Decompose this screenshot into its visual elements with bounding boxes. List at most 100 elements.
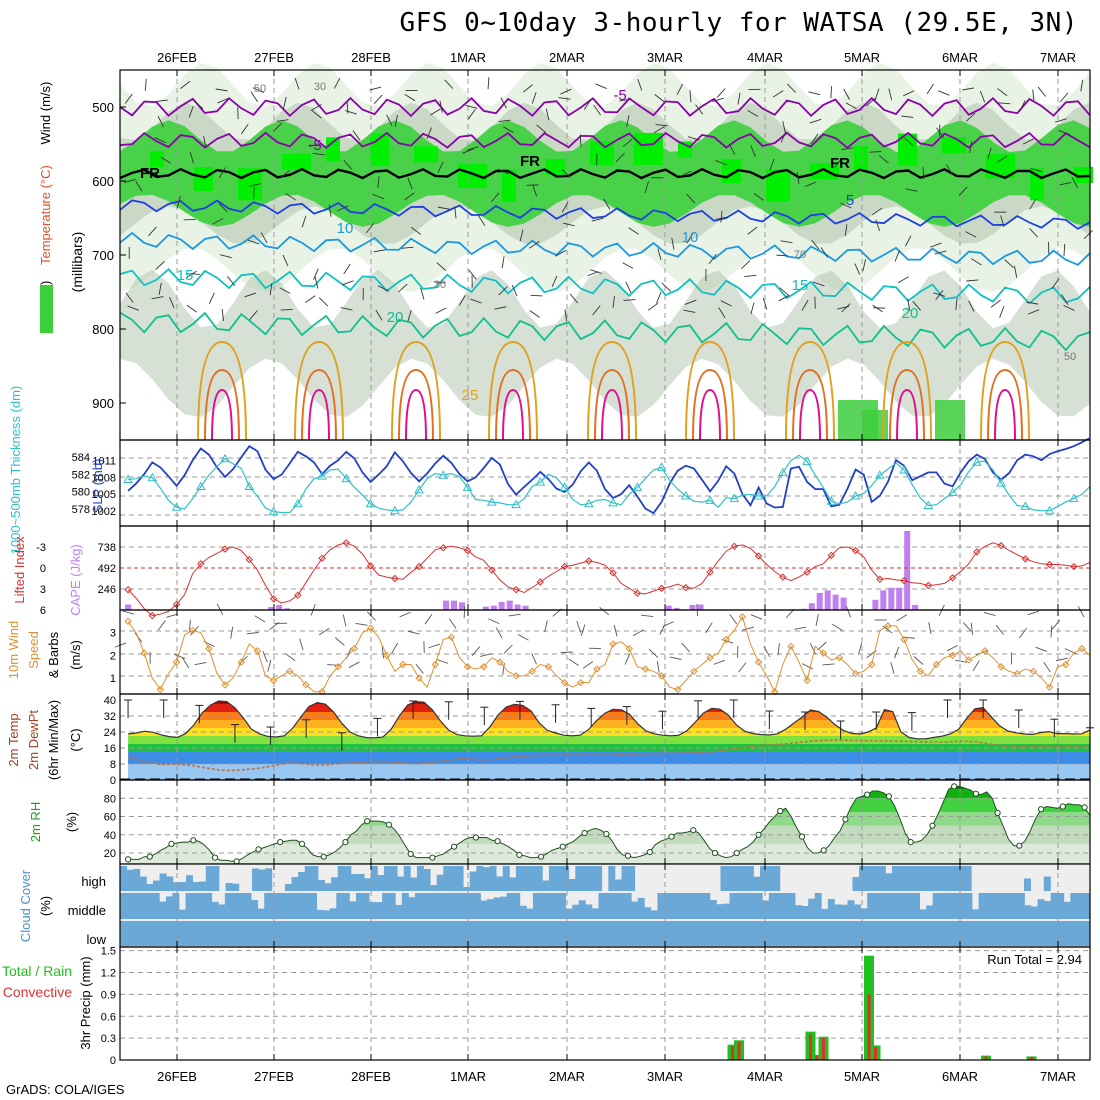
cloud-cell xyxy=(340,921,348,946)
wind-barb xyxy=(253,186,255,199)
wind-barb xyxy=(737,92,741,105)
wind-barb xyxy=(458,295,466,306)
wind-barb xyxy=(248,183,261,187)
cloud-cell xyxy=(120,921,127,946)
contour-label: FR xyxy=(140,165,160,182)
cloud-cell xyxy=(172,882,180,891)
wind-barb xyxy=(715,160,727,166)
wind-barb xyxy=(872,207,883,216)
warm-contour xyxy=(294,340,344,441)
wind-barb xyxy=(497,168,509,175)
wind-barb xyxy=(958,186,968,196)
wind-barb xyxy=(720,300,732,307)
wind-barb xyxy=(365,223,375,234)
wind-barb-10m xyxy=(166,613,178,618)
wind-barb xyxy=(1063,304,1075,311)
date-label-top: 7MAR xyxy=(1040,50,1076,65)
wind-barb xyxy=(888,88,893,101)
wind-barb xyxy=(187,273,200,275)
cloud-cell xyxy=(699,921,707,946)
wind-marker xyxy=(641,665,650,673)
wind-barb xyxy=(127,305,139,311)
cloud-cell xyxy=(208,921,215,946)
wind-barb xyxy=(151,296,164,300)
cloud-cell xyxy=(310,893,318,919)
rh-patch xyxy=(898,133,917,166)
wind-marker xyxy=(577,678,585,687)
cloud-cell xyxy=(152,880,160,891)
wind-barb-10m xyxy=(1051,619,1061,630)
cloud-cell xyxy=(893,893,901,919)
cloud-cell xyxy=(422,921,430,946)
cloud-cell xyxy=(447,893,455,919)
lifted-index-line xyxy=(127,542,1091,617)
wind-barb xyxy=(593,104,602,116)
cloud-cell xyxy=(1008,921,1015,946)
wind-barb xyxy=(337,205,349,212)
wind-barb xyxy=(410,226,422,235)
y-tick-label: 246 xyxy=(98,584,116,596)
warm-contour xyxy=(405,388,427,441)
wind-barb xyxy=(987,147,992,160)
warm-contour xyxy=(980,340,1030,441)
cloud-cell xyxy=(703,893,711,919)
wind-barb-10m xyxy=(928,622,932,635)
cloud-cell xyxy=(414,893,422,919)
wind-barb xyxy=(772,90,784,98)
cloud-cell xyxy=(579,921,587,946)
wind-barb xyxy=(1019,100,1026,112)
wind-barb xyxy=(467,109,476,120)
wind-barb xyxy=(894,250,901,262)
wind-marker xyxy=(286,667,294,676)
cloud-cell xyxy=(575,866,583,891)
wind-barb xyxy=(420,287,425,300)
warm-contour xyxy=(594,368,630,441)
cloud-cell xyxy=(185,875,193,891)
wind-marker xyxy=(706,653,714,662)
wind-barb xyxy=(345,110,357,115)
wind-barb-10m xyxy=(894,646,900,659)
wind-barb xyxy=(587,271,599,277)
warm-contour xyxy=(685,340,735,441)
thickness-marker xyxy=(705,495,715,504)
y-tick-label: 0.9 xyxy=(101,989,116,1001)
wind-barb-10m xyxy=(254,615,266,623)
wind-marker xyxy=(366,624,375,632)
contour-label: -5 xyxy=(613,87,626,104)
cloud-cell xyxy=(637,897,645,919)
cloud-cell xyxy=(882,921,889,946)
wind-marker xyxy=(884,622,892,630)
wind-barb xyxy=(622,138,633,148)
lifted-marker xyxy=(948,574,957,582)
cloud-cell xyxy=(146,893,154,919)
wind-barb xyxy=(1022,138,1035,145)
rh-marker xyxy=(494,838,501,845)
wind-barb xyxy=(930,242,942,248)
temp-band xyxy=(128,704,1090,712)
cloud-cell xyxy=(489,866,497,891)
lifted-marker xyxy=(342,539,351,547)
cloud-cell xyxy=(291,877,299,891)
cloud-cell xyxy=(456,866,464,891)
y-tick-label: 0 xyxy=(110,775,116,787)
cloud-cell xyxy=(766,866,774,891)
cape-bar xyxy=(872,599,879,610)
wind-barb-10m xyxy=(817,641,827,651)
cloud-cell xyxy=(388,893,396,919)
wind-barb xyxy=(377,176,380,189)
rh-marker xyxy=(842,816,849,823)
cloud-cell xyxy=(781,893,789,919)
rh-marker xyxy=(1038,806,1045,813)
cloud-cell xyxy=(746,866,754,891)
lifted-marker xyxy=(876,575,884,583)
cloud-cell xyxy=(264,893,272,919)
date-label-top: 28FEB xyxy=(351,50,391,65)
wind-barb xyxy=(305,295,316,303)
wind-barb xyxy=(310,104,322,111)
wind-barb-10m xyxy=(381,646,385,659)
wind-barb-10m xyxy=(742,626,755,631)
cloud-cell xyxy=(504,921,511,946)
cloud-cell xyxy=(365,921,373,946)
contour-label: FR xyxy=(520,153,540,170)
thickness-marker xyxy=(680,490,691,500)
